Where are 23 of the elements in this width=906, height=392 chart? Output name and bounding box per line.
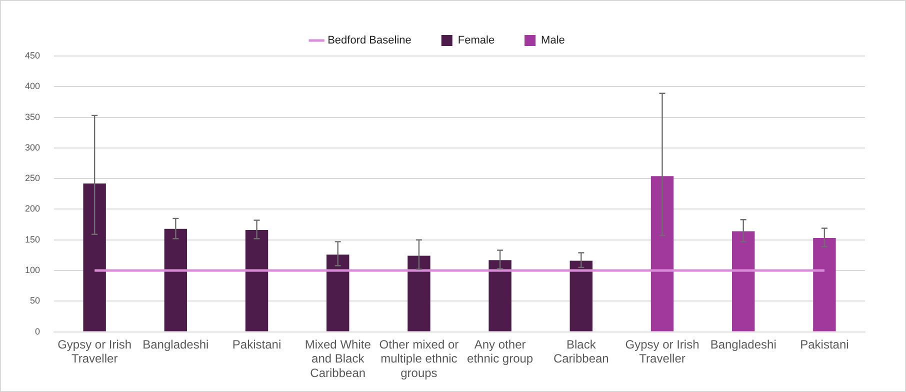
legend-label: Female: [458, 34, 495, 47]
x-tick-label: Black Caribbean: [553, 337, 609, 366]
y-tick-label: 300: [24, 142, 40, 152]
x-tick-label: Any other ethnic group: [467, 337, 534, 366]
x-tick-label: Pakistani: [232, 337, 282, 352]
x-tick-label: Mixed White and Black Caribbean: [304, 337, 372, 380]
legend-label: Bedford Baseline: [328, 34, 412, 47]
y-tick-label: 100: [24, 264, 40, 275]
x-tick-label: Pakistani: [800, 337, 849, 352]
x-tick-label: Gypsy or Irish Traveller: [58, 337, 132, 366]
y-tick-label: 0: [35, 326, 40, 336]
legend-label: Male: [541, 34, 565, 47]
x-tick-label: Bangladeshi: [710, 337, 776, 352]
x-tick-label: Gypsy or Irish Traveller: [625, 337, 700, 366]
y-tick-label: 150: [24, 234, 40, 244]
x-tick-label: Other mixed or multiple ethnic groups: [379, 337, 459, 380]
y-tick-label: 400: [24, 81, 40, 92]
y-tick-label: 350: [24, 112, 40, 122]
y-tick-label: 450: [24, 50, 40, 60]
x-tick-label: Bangladeshi: [142, 337, 209, 352]
y-tick-label: 200: [24, 204, 40, 214]
y-tick-label: 250: [24, 173, 40, 184]
y-tick-label: 50: [30, 296, 40, 306]
